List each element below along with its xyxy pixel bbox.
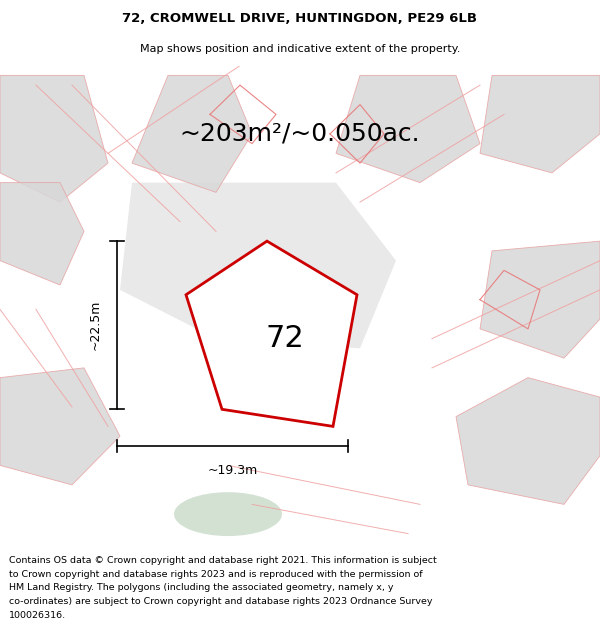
Text: ~203m²/~0.050ac.: ~203m²/~0.050ac. — [179, 122, 421, 146]
Ellipse shape — [174, 492, 282, 536]
Polygon shape — [0, 76, 108, 202]
Text: Contains OS data © Crown copyright and database right 2021. This information is : Contains OS data © Crown copyright and d… — [9, 556, 437, 565]
Polygon shape — [456, 378, 600, 504]
Polygon shape — [480, 241, 600, 358]
Text: ~19.3m: ~19.3m — [208, 464, 257, 478]
Polygon shape — [132, 76, 252, 192]
Text: 72: 72 — [266, 324, 304, 353]
Text: 100026316.: 100026316. — [9, 611, 66, 619]
Text: Map shows position and indicative extent of the property.: Map shows position and indicative extent… — [140, 44, 460, 54]
Text: to Crown copyright and database rights 2023 and is reproduced with the permissio: to Crown copyright and database rights 2… — [9, 569, 422, 579]
Polygon shape — [120, 182, 396, 348]
Text: HM Land Registry. The polygons (including the associated geometry, namely x, y: HM Land Registry. The polygons (includin… — [9, 583, 394, 592]
Polygon shape — [186, 241, 357, 426]
Polygon shape — [0, 368, 120, 485]
Polygon shape — [0, 182, 84, 285]
Text: co-ordinates) are subject to Crown copyright and database rights 2023 Ordnance S: co-ordinates) are subject to Crown copyr… — [9, 597, 433, 606]
Polygon shape — [480, 76, 600, 173]
Text: ~22.5m: ~22.5m — [89, 300, 102, 351]
Polygon shape — [336, 76, 480, 182]
Text: 72, CROMWELL DRIVE, HUNTINGDON, PE29 6LB: 72, CROMWELL DRIVE, HUNTINGDON, PE29 6LB — [122, 12, 478, 25]
